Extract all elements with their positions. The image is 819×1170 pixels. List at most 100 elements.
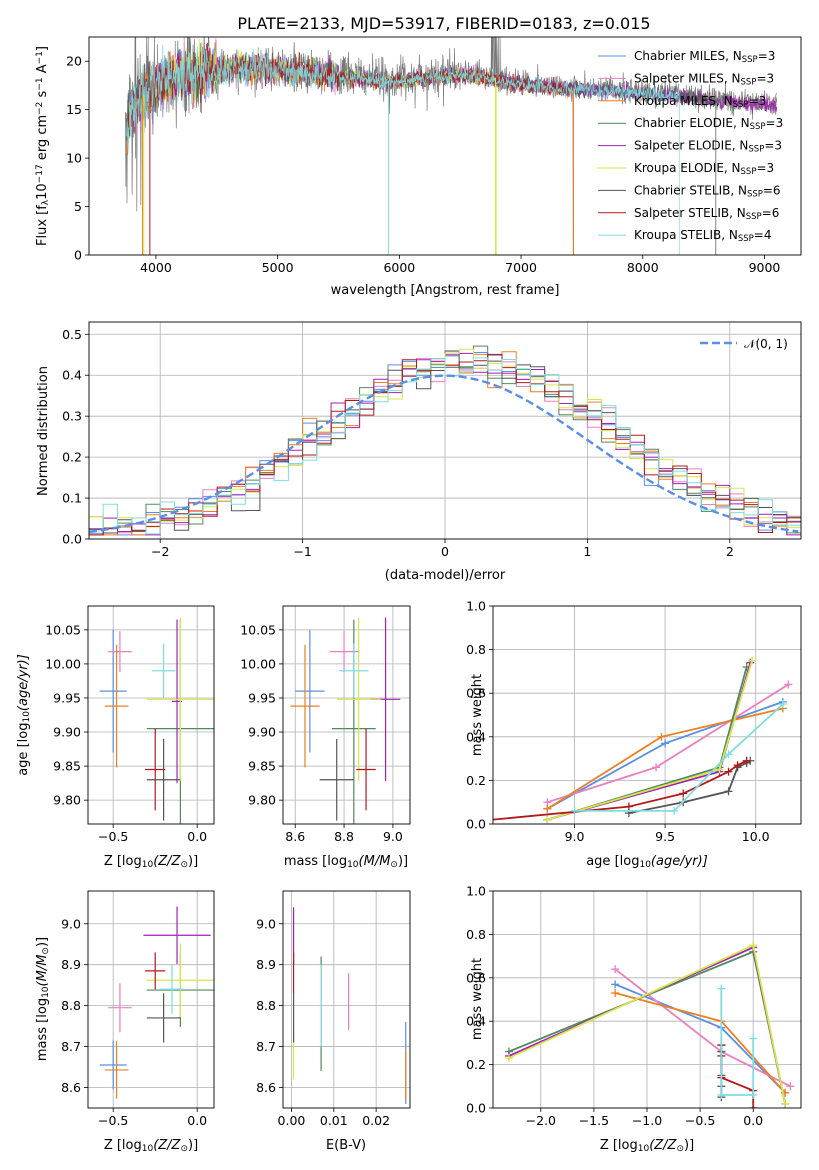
x-tick-label: 2: [726, 544, 734, 559]
x-tick-label: 5000: [262, 260, 294, 275]
x-tick-label: 8000: [627, 260, 659, 275]
legend-label: Salpeter ELODIE, NSSP=3: [634, 139, 782, 155]
mass-z-xlabel-part: (Z/Z: [153, 1138, 181, 1153]
y-tick-label: 10.00: [240, 656, 276, 671]
legend-text: Salpeter ELODIE, N: [634, 139, 748, 153]
legend-subscript: SSP: [746, 212, 762, 222]
histogram-ylabel: Normed distribution: [36, 366, 51, 496]
x-tick-label: 0.02: [362, 1113, 390, 1128]
y-tick-label: 9.90: [53, 725, 81, 740]
spectrum-ylabel-part: −17: [35, 164, 45, 183]
clip-weight_vs_age-plot: [493, 656, 793, 824]
spectrum-ylabel-part: ]: [35, 46, 50, 51]
age-z-ylabel-part: (age/yr)]: [16, 654, 31, 711]
x-tick-label: 9.5: [655, 829, 675, 844]
mass-z-xlabel-part: )]: [188, 1138, 198, 1153]
age_vs_mass-axes: 8.6 8.8 9.0 9.80 9.85 9.90 9.95 10.00 10.05: [240, 606, 410, 844]
legend-label: Chabrier MILES, NSSP=3: [634, 49, 775, 65]
x-tick-label: 4000: [140, 260, 172, 275]
x-tick-label: 0: [441, 544, 449, 559]
mass-z-xlabel-part: 10: [142, 1144, 154, 1154]
legend-subscript: SSP: [742, 55, 758, 65]
legend-label: Kroupa STELIB, NSSP=4: [634, 228, 772, 244]
weight-age-xlabel-part: age [log: [586, 854, 639, 869]
y-tick-label: 9.95: [248, 690, 276, 705]
legend-subscript: SSP: [748, 145, 764, 155]
weight-line: [547, 660, 753, 821]
clip-mass_vs_Z-plot: [99, 906, 214, 1099]
y-tick-label: 8.6: [61, 1080, 81, 1095]
y-tick-label: 0: [74, 248, 82, 263]
y-tick-label: 20: [66, 54, 82, 69]
legend-count: =3: [756, 71, 774, 85]
y-tick-label: 0.1: [62, 491, 82, 506]
legend-text: Salpeter MILES, N: [634, 71, 741, 85]
mass_vs_EBV-frame: [282, 890, 411, 1109]
y-tick-label: 10.05: [45, 622, 81, 637]
y-tick-label: 8.8: [256, 998, 276, 1013]
spectrum-ylabel-part: s: [35, 90, 50, 101]
legend-label: Salpeter MILES, NSSP=3: [634, 71, 774, 87]
weight-age-xlabel-part: (age/yr)]: [651, 854, 708, 869]
legend-subscript: SSP: [741, 78, 757, 88]
x-tick-label: 0.00: [278, 1113, 306, 1128]
age-z-xlabel-part: Z [log: [104, 854, 142, 869]
y-tick-label: 9.0: [61, 916, 81, 931]
spectrum-ylabel-part: λ: [41, 199, 51, 205]
weight-line: [720, 988, 755, 1096]
legend-label: Salpeter STELIB, NSSP=6: [634, 206, 779, 222]
spectrum-ylabel-part: Flux [f: [35, 205, 50, 246]
weight-line: [493, 759, 747, 821]
legend-count: =6: [762, 206, 780, 220]
legend-subscript: SSP: [733, 100, 749, 110]
age_vs_Z-frame: [87, 605, 215, 825]
x-tick-label: 8.8: [334, 829, 354, 844]
y-tick-label: 8.7: [256, 1039, 276, 1054]
x-tick-label: 9.0: [383, 829, 403, 844]
y-tick-label: 5: [74, 199, 82, 214]
y-tick-label: 0.2: [62, 450, 82, 465]
y-tick-label: 0.8: [466, 642, 486, 657]
histogram-xlabel: (data-model)/error: [385, 568, 506, 583]
mass-z-xlabel-part: ⊙: [180, 1144, 188, 1154]
age-z-xlabel-part: ⊙: [180, 860, 188, 870]
legend-label: Kroupa ELODIE, NSSP=3: [634, 161, 774, 177]
legend-count: =4: [754, 228, 772, 242]
y-tick-label: 1.0: [466, 599, 486, 614]
y-tick-label: 0.4: [466, 729, 486, 744]
mass-z-ylabel-part: (M/M: [35, 955, 50, 987]
y-tick-label: 0.2: [466, 1057, 486, 1072]
weight-z-xlabel-part: (Z/Z: [649, 1138, 677, 1153]
legend-label: Kroupa MILES, NSSP=3: [634, 94, 766, 110]
x-tick-label: 7000: [505, 260, 537, 275]
observed-spectrum: [125, 37, 777, 212]
mass-z-ylabel-part: )]: [35, 937, 50, 947]
x-tick-label: −1.5: [579, 1113, 609, 1128]
x-tick-label: 0.0: [187, 1113, 207, 1128]
spectrum-xlabel: wavelength [Angstrom, rest frame]: [331, 283, 560, 298]
clip-spec-plot: [125, 37, 778, 255]
mass-z-xlabel-part: Z [log: [104, 1138, 142, 1153]
mass-z-ylabel-part: mass [log: [35, 998, 50, 1061]
weight_vs_Z-frame: [492, 890, 802, 1109]
legend-count: =3: [756, 161, 774, 175]
x-tick-label: 6000: [383, 260, 415, 275]
legend-text: Kroupa ELODIE, N: [634, 161, 741, 175]
weight-age-xlabel-part: 10: [639, 860, 651, 870]
x-tick-label: −2: [151, 544, 169, 559]
y-tick-label: 0.0: [62, 532, 82, 547]
y-tick-label: 0.0: [466, 1101, 486, 1116]
weight-z-ylabel: mass weight: [470, 958, 485, 1040]
y-tick-label: 0.6: [466, 970, 486, 985]
figure-title: PLATE=2133, MJD=53917, FIBERID=0183, z=0…: [237, 14, 650, 33]
age_vs_Z-axes: −0.5 0.0 9.80 9.85 9.90 9.95 10.00 10.05: [45, 606, 214, 844]
mass-z-ylabel-part: ⊙: [41, 947, 51, 955]
legend-label: Chabrier STELIB, NSSP=6: [634, 183, 781, 199]
weight-age-ylabel: mass weight: [470, 674, 485, 756]
y-tick-label: 1.0: [466, 884, 486, 899]
weight_vs_Z-axes: −2.0 −1.5 −1.0 −0.5 0.0 0.0 0.2 0.4 0.6 0.8 1.0: [466, 884, 801, 1128]
x-tick-label: 0.01: [320, 1113, 348, 1128]
legend-label: Chabrier ELODIE, NSSP=3: [634, 116, 783, 132]
histogram-frame: [88, 321, 802, 540]
